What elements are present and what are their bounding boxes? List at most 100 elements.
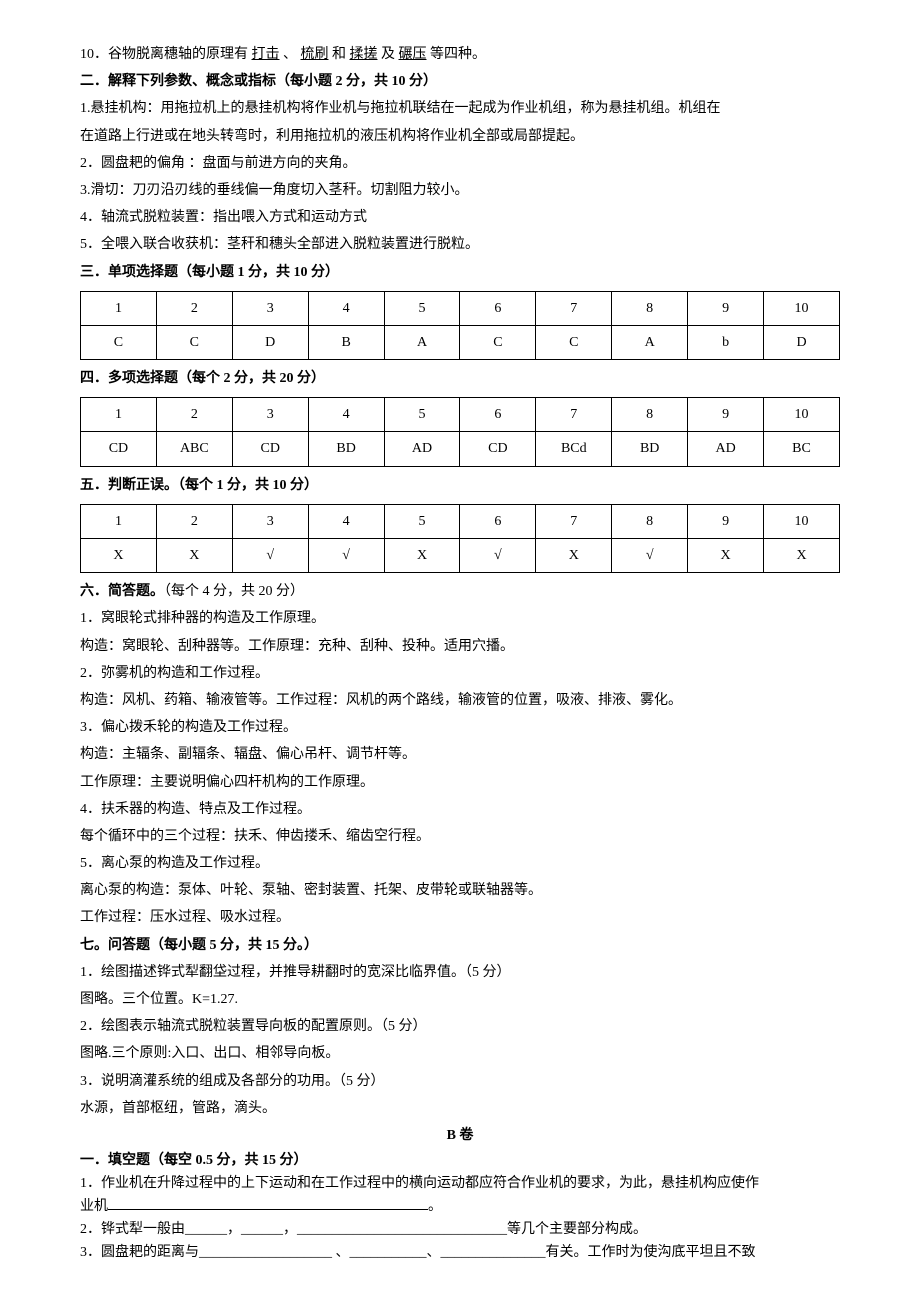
q10-a2: 梳刷 — [301, 47, 329, 62]
cell: 2 — [156, 504, 232, 538]
q10-line: 10．谷物脱离穗轴的原理有 打击 、 梳刷 和 揉搓 及 碾压 等四种。 — [80, 42, 840, 67]
cell: 6 — [460, 291, 536, 325]
cell: BD — [612, 432, 688, 466]
sec7-item: 图略。三个位置。K=1.27. — [80, 987, 840, 1012]
paperB-sec1-title: 一．填空题（每空 0.5 分，共 15 分） — [80, 1150, 840, 1171]
table-row: 1 2 3 4 5 6 7 8 9 10 — [81, 291, 840, 325]
sec6-item: 每个循环中的三个过程：扶禾、伸齿搂禾、缩齿空行程。 — [80, 824, 840, 849]
cell: X — [688, 539, 764, 573]
q10-a1: 打击 — [252, 47, 280, 62]
sec2-i4: 4．轴流式脱粒装置：指出喂入方式和运动方式 — [80, 205, 840, 230]
cell: 3 — [232, 398, 308, 432]
q10-suffix: 等四种。 — [427, 47, 487, 62]
cell: X — [81, 539, 157, 573]
sec6-title-line: 六．简答题。（每个 4 分，共 20 分） — [80, 579, 840, 604]
cell: 5 — [384, 291, 460, 325]
cell: X — [384, 539, 460, 573]
cell: 9 — [688, 291, 764, 325]
sec7-item: 图略.三个原则:入口、出口、相邻导向板。 — [80, 1041, 840, 1066]
sec6-item: 5．离心泵的构造及工作过程。 — [80, 851, 840, 876]
sec2-title: 二．解释下列参数、概念或指标（每小题 2 分，共 10 分） — [80, 69, 840, 94]
cell: AD — [384, 432, 460, 466]
cell: AD — [688, 432, 764, 466]
cell: 9 — [688, 504, 764, 538]
sec4-title: 四．多项选择题（每个 2 分，共 20 分） — [80, 366, 840, 391]
cell: BC — [764, 432, 840, 466]
cell: 10 — [764, 398, 840, 432]
cell: 4 — [308, 398, 384, 432]
sec5-table: 1 2 3 4 5 6 7 8 9 10 X X √ √ X √ X √ X X — [80, 504, 840, 573]
cell: 8 — [612, 291, 688, 325]
cell: X — [764, 539, 840, 573]
cell: D — [764, 325, 840, 359]
cell: 7 — [536, 504, 612, 538]
sec6-item: 4．扶禾器的构造、特点及工作过程。 — [80, 797, 840, 822]
paperB-title: B 卷 — [80, 1123, 840, 1148]
sec7-item: 1．绘图描述铧式犁翻垈过程，并推导耕翻时的宽深比临界值。（5 分） — [80, 960, 840, 985]
sec6-item: 构造：主辐条、副辐条、辐盘、偏心吊杆、调节杆等。 — [80, 742, 840, 767]
cell: CD — [81, 432, 157, 466]
sec6-item: 离心泵的构造：泵体、叶轮、泵轴、密封装置、托架、皮带轮或联轴器等。 — [80, 878, 840, 903]
sec6-item: 1．窝眼轮式排种器的构造及工作原理。 — [80, 606, 840, 631]
sec2-i5: 5．全喂入联合收获机：茎秆和穗头全部进入脱粒装置进行脱粒。 — [80, 232, 840, 257]
sec7-item: 2．绘图表示轴流式脱粒装置导向板的配置原则。（5 分） — [80, 1014, 840, 1039]
cell: 3 — [232, 291, 308, 325]
cell: X — [156, 539, 232, 573]
cell: CD — [460, 432, 536, 466]
table-row: X X √ √ X √ X √ X X — [81, 539, 840, 573]
sec4-table: 1 2 3 4 5 6 7 8 9 10 CD ABC CD BD AD CD … — [80, 397, 840, 466]
sec6-title-suffix: （每个 4 分，共 20 分） — [164, 584, 304, 599]
cell: BD — [308, 432, 384, 466]
cell: C — [460, 325, 536, 359]
sec2-i1a: 1.悬挂机构：用拖拉机上的悬挂机构将作业机与拖拉机联结在一起成为作业机组，称为悬… — [80, 96, 840, 121]
sec7-item: 水源，首部枢纽，管路，滴头。 — [80, 1096, 840, 1121]
q10-prefix: 10．谷物脱离穗轴的原理有 — [80, 47, 252, 62]
cell: ABC — [156, 432, 232, 466]
cell: 7 — [536, 398, 612, 432]
cell: A — [612, 325, 688, 359]
sec3-table: 1 2 3 4 5 6 7 8 9 10 C C D B A C C A b D — [80, 291, 840, 360]
cell: 2 — [156, 398, 232, 432]
sec6-item: 3．偏心拨禾轮的构造及工作过程。 — [80, 715, 840, 740]
sec2-i2: 2．圆盘耙的偏角 ：盘面与前进方向的夹角。 — [80, 151, 840, 176]
cell: √ — [460, 539, 536, 573]
cell: 1 — [81, 291, 157, 325]
cell: √ — [308, 539, 384, 573]
cell: A — [384, 325, 460, 359]
sec2-i3: 3.滑切：刀刃沿刃线的垂线偏一角度切入茎秆。切割阻力较小。 — [80, 178, 840, 203]
q10-sep1: 、 — [280, 47, 301, 62]
cell: C — [81, 325, 157, 359]
cell: 8 — [612, 504, 688, 538]
cell: CD — [232, 432, 308, 466]
cell: 1 — [81, 398, 157, 432]
sec6-item: 工作过程：压水过程、吸水过程。 — [80, 905, 840, 930]
cell: 3 — [232, 504, 308, 538]
q10-a3: 揉搓 — [350, 47, 378, 62]
sec7-item: 3．说明滴灌系统的组成及各部分的功用。（5 分） — [80, 1069, 840, 1094]
q10-a4: 碾压 — [399, 47, 427, 62]
cell: 2 — [156, 291, 232, 325]
cell: 5 — [384, 398, 460, 432]
sec3-title: 三．单项选择题（每小题 1 分，共 10 分） — [80, 260, 840, 285]
cell: 5 — [384, 504, 460, 538]
table-row: CD ABC CD BD AD CD BCd BD AD BC — [81, 432, 840, 466]
cell: 4 — [308, 291, 384, 325]
table-row: 1 2 3 4 5 6 7 8 9 10 — [81, 504, 840, 538]
paperB-q1b: 业机 。 — [80, 1196, 840, 1217]
paperB-q1b-suffix: 。 — [428, 1199, 442, 1214]
paperB-q1a: 1．作业机在升降过程中的上下运动和在工作过程中的横向运动都应符合作业机的要求，为… — [80, 1173, 840, 1194]
blank-underline — [108, 1209, 428, 1210]
cell: D — [232, 325, 308, 359]
q10-sep2: 和 — [329, 47, 350, 62]
sec6-title: 六．简答题。 — [80, 584, 164, 599]
cell: 6 — [460, 398, 536, 432]
sec6-item: 2．弥雾机的构造和工作过程。 — [80, 661, 840, 686]
cell: 10 — [764, 504, 840, 538]
cell: 1 — [81, 504, 157, 538]
sec6-item: 构造：风机、药箱、输液管等。工作过程：风机的两个路线，输液管的位置，吸液、排液、… — [80, 688, 840, 713]
cell: X — [536, 539, 612, 573]
q10-sep3: 及 — [378, 47, 399, 62]
cell: 9 — [688, 398, 764, 432]
sec5-title: 五．判断正误。（每个 1 分，共 10 分） — [80, 473, 840, 498]
paperB-q1b-prefix: 业机 — [80, 1199, 108, 1214]
